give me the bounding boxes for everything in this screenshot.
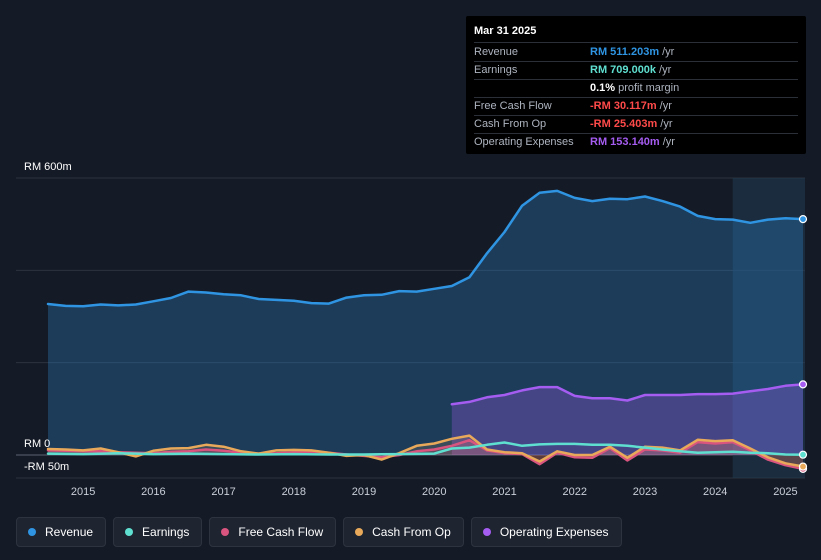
- tooltip-unit: /yr: [659, 64, 672, 76]
- legend-item-operating-expenses[interactable]: Operating Expenses: [470, 517, 622, 547]
- earnings-endpoint: [798, 450, 808, 459]
- y-tick-label: RM 600m: [24, 161, 72, 173]
- legend-dot-icon: [482, 528, 491, 536]
- data-tooltip: Mar 31 2025 Revenue RM 511.203m/yr Earning…: [466, 16, 806, 154]
- x-tick-label: 2020: [422, 486, 446, 498]
- tooltip-label: Operating Expenses: [474, 136, 574, 148]
- tooltip-row: Cash From Op -RM 25.403m/yr: [474, 116, 798, 134]
- chart-legend: Revenue Earnings Free Cash Flow Cash From O…: [16, 517, 629, 547]
- legend-label: Operating Expenses: [499, 525, 609, 539]
- legend-dot-icon: [125, 528, 134, 536]
- x-tick-label: 2016: [141, 486, 165, 498]
- tooltip-rows: Revenue RM 511.203m/yr Earnings RM 709.000k…: [474, 44, 798, 151]
- legend-label: Earnings: [142, 525, 190, 539]
- revenue-endpoint: [798, 214, 808, 224]
- tooltip-row: Operating Expenses RM 153.140m/yr: [474, 134, 798, 151]
- series-areas: [48, 190, 803, 469]
- tooltip-value: 0.1%: [590, 82, 616, 94]
- tooltip-unit: profit margin: [618, 82, 680, 94]
- tooltip-label: Earnings: [474, 64, 518, 76]
- x-tick-label: 2019: [352, 486, 376, 498]
- earnings-line: [46, 441, 805, 456]
- operating-expenses-line: [450, 383, 805, 406]
- legend-dot-icon: [355, 528, 364, 536]
- revenue-line: [46, 189, 805, 308]
- cash-from-op-endpoint: [798, 462, 808, 471]
- x-axis-labels: 2015 2016 2017 2018 2019 2020 2021 2022 2023 2024…: [71, 486, 798, 498]
- tooltip-unit: /yr: [662, 136, 675, 148]
- revenue-area: [48, 190, 803, 455]
- legend-item-earnings[interactable]: Earnings: [113, 517, 203, 547]
- y-tick-label: -RM 50m: [24, 461, 69, 473]
- legend-dot-icon: [221, 528, 230, 536]
- legend-item-cash-from-op[interactable]: Cash From Op: [343, 517, 464, 547]
- legend-label: Free Cash Flow: [238, 525, 324, 539]
- series-lines: [46, 189, 805, 471]
- tooltip-label: [474, 80, 590, 97]
- x-tick-label: 2021: [492, 486, 516, 498]
- free-cash-flow-line: [46, 438, 805, 471]
- x-tick-label: 2024: [703, 486, 727, 498]
- x-tick-label: 2015: [71, 486, 95, 498]
- series-endpoints: [798, 214, 808, 473]
- tooltip-unit: /yr: [660, 118, 673, 130]
- tooltip-value: RM 153.140m: [590, 136, 660, 148]
- legend-dot-icon: [28, 528, 36, 536]
- operating-expenses-endpoint: [798, 380, 808, 389]
- legend-label: Cash From Op: [372, 525, 451, 539]
- legend-item-free-cash-flow[interactable]: Free Cash Flow: [209, 517, 337, 547]
- tooltip-label: Revenue: [474, 46, 519, 58]
- tooltip-label: Cash From Op: [474, 118, 547, 130]
- legend-label: Revenue: [45, 525, 94, 539]
- y-axis-labels: RM 600m RM 0 -RM 50m: [24, 161, 72, 473]
- tooltip-row: Revenue RM 511.203m/yr: [474, 44, 798, 62]
- tooltip-row: Free Cash Flow -RM 30.117m/yr: [474, 98, 798, 116]
- tooltip-value: RM 511.203m: [590, 46, 660, 58]
- x-tick-label: 2022: [563, 486, 587, 498]
- tooltip-unit: /yr: [659, 100, 672, 112]
- tooltip-label: Free Cash Flow: [474, 100, 552, 112]
- tooltip-date: Mar 31 2025: [474, 23, 798, 43]
- highlight-region: [732, 178, 805, 478]
- y-tick-label: RM 0: [24, 438, 50, 450]
- tooltip-row: Earnings RM 709.000k/yr: [474, 62, 798, 80]
- tooltip-row: 0.1% profit margin: [474, 80, 798, 98]
- tooltip-unit: /yr: [662, 46, 675, 58]
- tooltip-value: -RM 30.117m: [590, 100, 657, 112]
- legend-item-revenue[interactable]: Revenue: [16, 517, 107, 547]
- tooltip-value: RM 709.000k: [590, 64, 657, 76]
- x-tick-label: 2025: [773, 486, 797, 498]
- tooltip-value: -RM 25.403m: [590, 118, 658, 130]
- x-tick-label: 2023: [633, 486, 657, 498]
- x-tick-label: 2017: [211, 486, 235, 498]
- x-tick-label: 2018: [282, 486, 306, 498]
- operating-expenses-area: [451, 384, 803, 455]
